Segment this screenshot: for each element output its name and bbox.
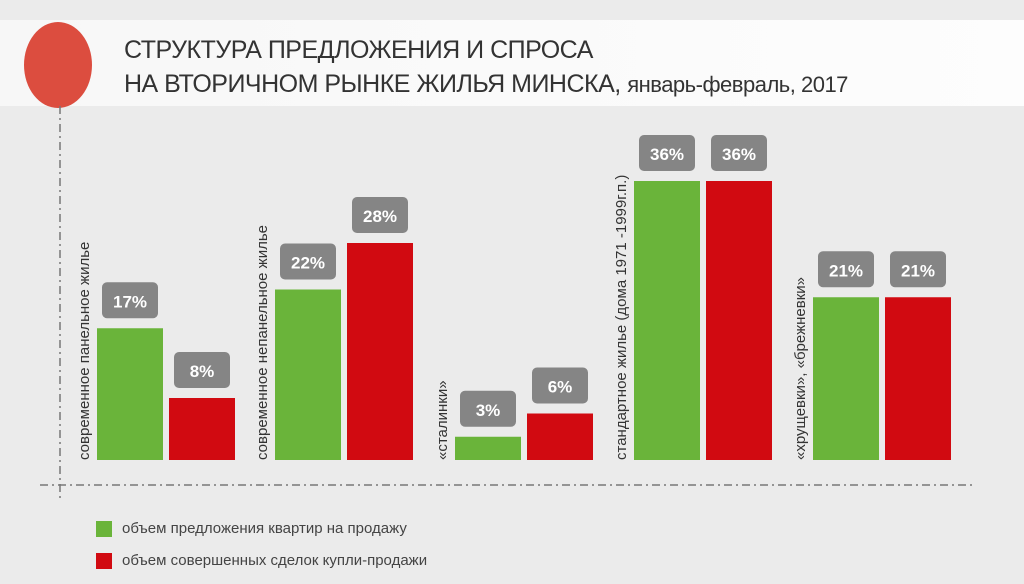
title-main: НА ВТОРИЧНОМ РЫНКЕ ЖИЛЬЯ МИНСКА, xyxy=(124,70,621,98)
category-label: стандартное жилье (дома 1971 -1999г.п.) xyxy=(613,175,630,460)
bar-deals xyxy=(347,243,413,460)
category-label: «хрущевки», «брежневки» xyxy=(792,277,809,460)
title-band xyxy=(0,20,1024,106)
value-label: 17% xyxy=(113,292,147,311)
value-label-box xyxy=(890,251,946,288)
value-label: 21% xyxy=(901,261,935,280)
legend-item-deals: объем совершенных сделок купли-продажи xyxy=(96,552,427,569)
legend-swatch-red xyxy=(96,552,112,569)
value-label: 36% xyxy=(722,145,756,164)
value-label: 21% xyxy=(829,261,863,280)
bar-supply xyxy=(634,181,700,460)
legend-item-supply: объем предложения квартир на продажу xyxy=(96,520,407,537)
bar-supply xyxy=(813,297,879,460)
chart-subtitle: январь-февраль, 2017 xyxy=(627,72,848,97)
value-label: 28% xyxy=(363,207,397,226)
value-label-box xyxy=(818,251,874,288)
value-label: 36% xyxy=(650,145,684,164)
value-label-box xyxy=(102,282,158,319)
value-label: 8% xyxy=(190,362,215,381)
chart-title-line1: СТРУКТУРА ПРЕДЛОЖЕНИЯ И СПРОСА xyxy=(124,36,593,64)
value-label-box xyxy=(711,135,767,171)
bar-deals xyxy=(706,181,772,460)
legend-label: объем совершенных сделок купли-продажи xyxy=(122,552,428,569)
bar-deals xyxy=(527,413,593,460)
category-label: современное панельное жилье xyxy=(76,242,93,460)
chart-title-line2: НА ВТОРИЧНОМ РЫНКЕ ЖИЛЬЯ МИНСКА, январь-… xyxy=(124,70,848,99)
bar-supply xyxy=(275,289,341,460)
value-label-box xyxy=(352,197,408,233)
value-label-box xyxy=(460,390,516,427)
value-label-box xyxy=(174,352,230,388)
value-label-box xyxy=(280,243,336,280)
value-label: 3% xyxy=(476,401,501,420)
red-circle-decoration xyxy=(24,22,92,108)
bar-deals xyxy=(169,398,235,460)
category-label: «сталинки» xyxy=(434,380,451,460)
value-label: 22% xyxy=(291,254,325,273)
value-label: 6% xyxy=(548,378,573,397)
category-label: современное непанельное жилье xyxy=(254,225,271,460)
bar-deals xyxy=(885,297,951,460)
bar-supply xyxy=(97,328,163,460)
value-label-box xyxy=(532,367,588,404)
legend-swatch-green xyxy=(96,520,112,537)
legend-label: объем предложения квартир на продажу xyxy=(122,520,407,537)
bar-supply xyxy=(455,436,521,460)
value-label-box xyxy=(639,135,695,171)
